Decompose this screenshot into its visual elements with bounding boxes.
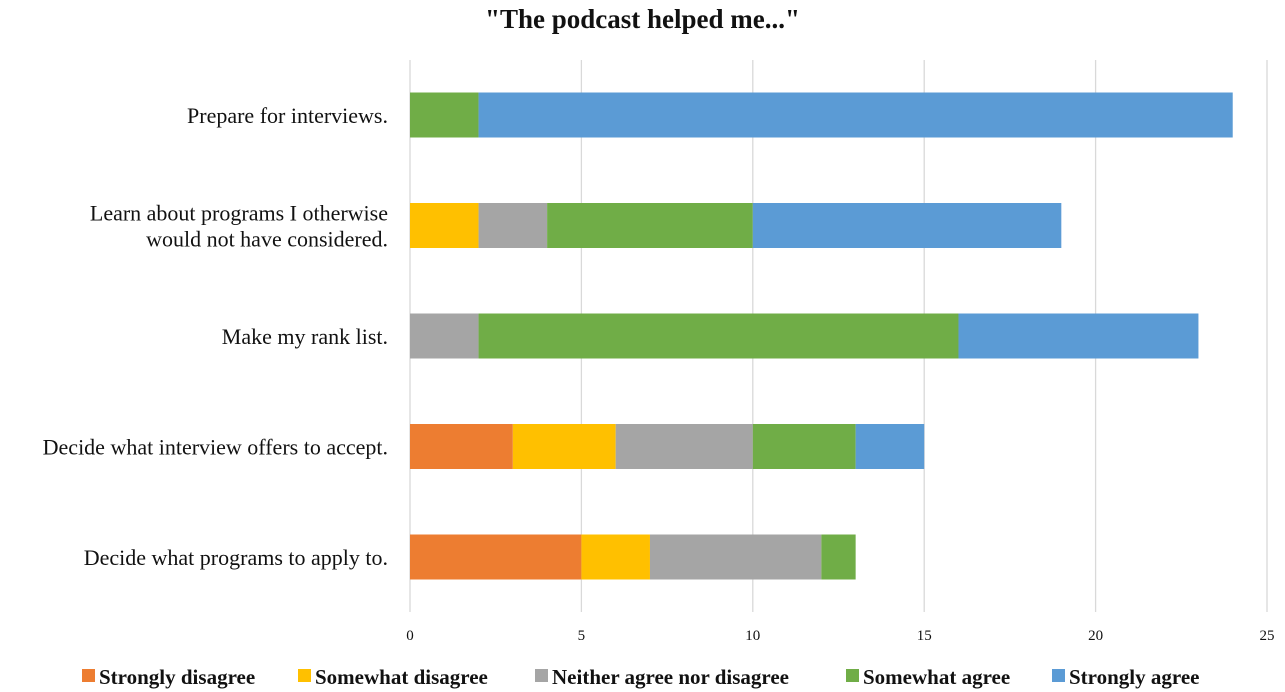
legend-label: Neither agree nor disagree xyxy=(552,665,789,689)
legend-swatch xyxy=(1052,669,1065,682)
legend-label: Strongly disagree xyxy=(99,665,255,689)
category-label: Prepare for interviews. xyxy=(187,103,388,128)
legend-label: Somewhat disagree xyxy=(315,665,488,689)
bar-segment xyxy=(410,313,479,359)
legend-swatch xyxy=(82,669,95,682)
x-tick-label: 20 xyxy=(1088,628,1103,644)
legend-swatch xyxy=(298,669,311,682)
bar-segment xyxy=(410,424,513,469)
x-tick-label: 10 xyxy=(745,628,760,644)
x-tick-label: 15 xyxy=(917,628,932,644)
legend-label: Strongly agree xyxy=(1069,665,1199,689)
bar-segment xyxy=(581,534,650,580)
bar-segment xyxy=(410,92,479,138)
bar-segment xyxy=(410,203,479,248)
x-tick-labels: 0 5 10 15 20 25 xyxy=(406,628,1274,644)
category-label: Decide what programs to apply to. xyxy=(84,545,388,570)
bar-segment xyxy=(958,313,1199,359)
bar-segment xyxy=(821,534,856,580)
x-tick-label: 5 xyxy=(578,628,586,644)
legend-swatch xyxy=(846,669,859,682)
bar-segment xyxy=(752,203,1062,248)
bars xyxy=(410,92,1233,580)
bar-segment xyxy=(649,534,822,580)
bar-segment xyxy=(752,424,856,469)
category-label: Learn about programs I otherwise xyxy=(90,201,388,226)
bar-segment xyxy=(410,534,582,580)
category-label: would not have considered. xyxy=(146,227,388,252)
legend-label: Somewhat agree xyxy=(863,665,1010,689)
category-labels: Prepare for interviews. Learn about progr… xyxy=(43,103,388,570)
chart-title: "The podcast helped me..." xyxy=(485,4,800,34)
bar-segment xyxy=(547,203,753,248)
bar-segment xyxy=(512,424,616,469)
x-tick-label: 0 xyxy=(406,628,414,644)
x-tick-label: 25 xyxy=(1260,628,1275,644)
legend: Strongly disagree Somewhat disagree Neithe… xyxy=(82,665,1199,689)
bar-segment xyxy=(478,313,959,359)
bar-segment xyxy=(615,424,753,469)
bar-segment xyxy=(478,203,548,248)
category-label: Decide what interview offers to accept. xyxy=(43,435,388,460)
category-label: Make my rank list. xyxy=(222,324,388,349)
bar-segment xyxy=(855,424,925,469)
legend-swatch xyxy=(535,669,548,682)
bar-segment xyxy=(478,92,1233,138)
